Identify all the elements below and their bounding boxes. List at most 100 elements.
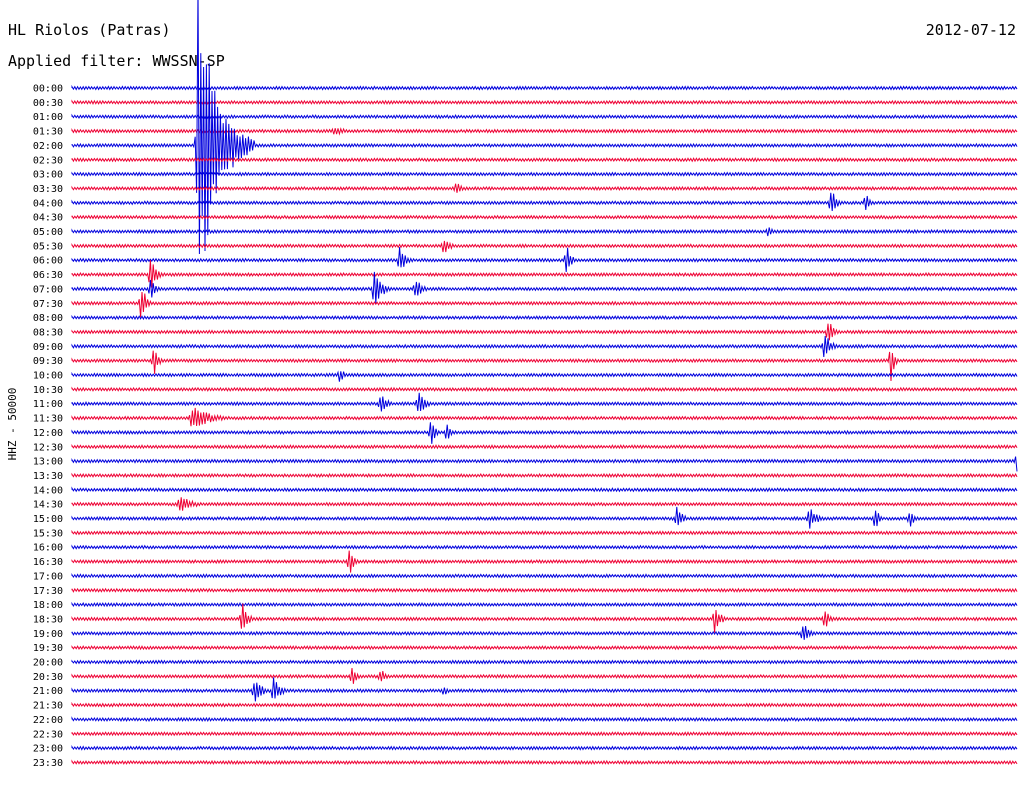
time-label: 04:00 [33,198,63,209]
trace-line [71,716,1018,723]
time-label: 00:00 [33,84,63,95]
time-label: 21:00 [33,686,63,697]
time-label: 19:00 [33,629,63,640]
trace-line [71,472,1018,479]
trace-line [71,192,1018,212]
trace-line [71,573,1018,579]
time-label: 21:30 [33,701,63,712]
time-label: 05:30 [33,241,63,252]
time-label: 14:00 [33,485,63,496]
trace-line [71,497,1018,511]
time-label-group: 00:00 00:30 01:00 01:30 02:00 02:30 03:00 03:30… [33,84,63,769]
time-label: 09:00 [33,342,63,353]
time-label: 16:00 [33,543,63,554]
time-label: 05:00 [33,227,63,238]
trace-line [71,486,1018,493]
trace-line [71,506,1018,529]
trace-line [71,350,1018,382]
trace-line [71,260,1018,288]
time-label: 00:30 [33,98,63,109]
trace-line [71,157,1018,163]
trace-line [71,0,1018,255]
time-label: 20:30 [33,672,63,683]
time-label: 07:00 [33,284,63,295]
time-label: 23:00 [33,744,63,755]
time-label: 18:30 [33,614,63,625]
time-label: 10:00 [33,371,63,382]
time-label: 17:30 [33,586,63,597]
trace-line [71,550,1018,573]
trace-line [71,84,1018,91]
trace-line [71,731,1018,737]
time-label: 14:30 [33,500,63,511]
time-label: 12:00 [33,428,63,439]
trace-line [71,99,1018,105]
trace-line [71,587,1018,593]
time-label: 23:30 [33,758,63,769]
trace-line [71,183,1018,193]
trace-line [71,645,1018,651]
trace-line [71,247,1018,273]
time-label: 06:00 [33,256,63,267]
time-label: 04:30 [33,213,63,224]
trace-line [71,701,1018,708]
trace-line [71,370,1018,382]
time-label: 20:00 [33,658,63,669]
trace-line [71,323,1018,341]
trace-line [71,240,1018,253]
trace-line [71,745,1018,751]
filter-subtitle: Applied filter: WWSSN-SP [8,52,225,70]
channel-axis-label: HHZ - 50000 [6,388,19,461]
trace-line [71,171,1018,177]
date-label: 2012-07-12 [926,21,1016,39]
time-label: 06:30 [33,270,63,281]
time-label: 17:00 [33,571,63,582]
time-label: 09:30 [33,356,63,367]
trace-line [71,659,1018,665]
station-title: HL Riolos (Patras) [8,21,171,39]
time-label: 12:30 [33,442,63,453]
trace-line [71,386,1018,392]
trace-line [71,759,1018,766]
trace-line [71,667,1018,684]
time-label: 15:30 [33,528,63,539]
time-label: 02:30 [33,155,63,166]
trace-line [71,529,1018,536]
trace-line [71,625,1018,640]
time-label: 01:30 [33,127,63,138]
time-label: 07:30 [33,299,63,310]
trace-line [71,603,1018,633]
time-label: 18:00 [33,600,63,611]
time-label: 10:30 [33,385,63,396]
trace-group [71,0,1018,766]
trace-line [71,335,1018,358]
time-label: 15:00 [33,514,63,525]
time-label: 03:30 [33,184,63,195]
time-label: 13:30 [33,471,63,482]
time-label: 03:00 [33,170,63,181]
trace-line [71,601,1018,608]
time-label: 11:00 [33,399,63,410]
trace-line [71,456,1018,472]
trace-line [71,214,1018,220]
time-label: 08:30 [33,327,63,338]
trace-line [71,407,1018,427]
time-label: 01:00 [33,112,63,123]
trace-line [71,227,1018,237]
trace-line [71,314,1018,321]
trace-line [71,392,1018,412]
trace-line [71,677,1018,702]
trace-line [71,422,1018,444]
trace-line [71,291,1018,318]
time-label: 16:30 [33,557,63,568]
trace-line [71,113,1018,120]
time-label: 13:00 [33,457,63,468]
time-label: 11:30 [33,414,63,425]
time-label: 22:00 [33,715,63,726]
time-label: 02:00 [33,141,63,152]
trace-line [71,444,1018,450]
trace-line [71,271,1018,304]
time-label: 08:00 [33,313,63,324]
